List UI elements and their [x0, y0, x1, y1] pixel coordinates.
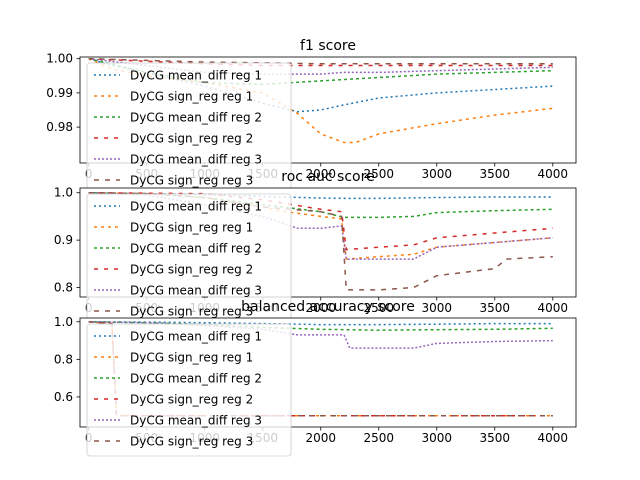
y-tick-label: 1.0	[54, 315, 73, 329]
legend-label: DyCG mean_diff reg 3	[130, 414, 262, 428]
legend-box	[86, 323, 292, 457]
y-tick-label: 0.8	[54, 281, 73, 295]
legend-label: DyCG sign_reg reg 3	[130, 435, 253, 449]
legend-label: DyCG sign_reg reg 1	[130, 90, 253, 104]
chart-title: roc auc score	[281, 169, 374, 185]
legend-label: DyCG mean_diff reg 2	[130, 111, 262, 125]
legend-label: DyCG sign_reg reg 2	[130, 393, 253, 407]
axes-frame	[79, 187, 577, 298]
legend-label: DyCG mean_diff reg 2	[130, 242, 262, 256]
legend-label: DyCG mean_diff reg 1	[130, 200, 262, 214]
subplot-1: 050010001500200025003000350040000.980.99…	[46, 38, 577, 196]
legend-label: DyCG sign_reg reg 3	[130, 305, 253, 319]
x-tick-label: 2000	[305, 167, 336, 181]
axes-frame	[79, 317, 577, 428]
legend-label: DyCG sign_reg reg 1	[130, 351, 253, 365]
subplot-3: 050010001500200025003000350040000.60.81.…	[54, 299, 577, 457]
x-tick-label: 3500	[480, 301, 511, 315]
x-tick-label: 2500	[363, 431, 394, 445]
x-tick-label: 2500	[363, 301, 394, 315]
series-line-1	[88, 321, 553, 326]
y-tick-label: 0.8	[54, 352, 73, 366]
y-tick-label: 0.6	[54, 390, 73, 404]
legend: DyCG mean_diff reg 1 DyCG sign_reg reg 1 D…	[86, 193, 292, 327]
legend-label: DyCG mean_diff reg 2	[130, 372, 262, 386]
x-tick-label: 3000	[421, 167, 452, 181]
series-line-1	[88, 57, 553, 113]
chart-title: f1 score	[300, 38, 356, 54]
chart-title: balanced accuracy score	[241, 299, 415, 315]
x-tick-label: 4000	[538, 301, 569, 315]
x-tick-label: 3000	[421, 431, 452, 445]
legend-label: DyCG sign_reg reg 2	[130, 263, 253, 277]
y-tick-label: 1.0	[54, 186, 73, 200]
x-tick-label: 2000	[305, 431, 336, 445]
series-line-4	[88, 191, 553, 251]
series-line-6	[88, 57, 553, 65]
series-line-3	[88, 321, 553, 331]
y-tick-label: 0.99	[46, 86, 73, 100]
legend-label: DyCG mean_diff reg 1	[130, 330, 262, 344]
x-tick-label: 4000	[538, 167, 569, 181]
x-tick-label: 3500	[480, 167, 511, 181]
x-tick-label: 3000	[421, 301, 452, 315]
x-tick-label: 2000	[305, 301, 336, 315]
legend-label: DyCG mean_diff reg 3	[130, 153, 262, 167]
axes-frame	[79, 56, 577, 164]
series-line-4	[88, 57, 553, 67]
subplot-2: 050010001500200025003000350040000.80.91.…	[54, 169, 577, 327]
x-tick-label: 3500	[480, 431, 511, 445]
x-tick-label: 4000	[538, 431, 569, 445]
legend-label: DyCG sign_reg reg 3	[130, 174, 253, 188]
legend: DyCG mean_diff reg 1 DyCG sign_reg reg 1 D…	[86, 62, 292, 196]
y-tick-label: 1.00	[46, 52, 73, 66]
legend-label: DyCG mean_diff reg 3	[130, 284, 262, 298]
series-line-5	[88, 57, 553, 75]
y-tick-label: 0.98	[46, 120, 73, 134]
legend-label: DyCG sign_reg reg 1	[130, 221, 253, 235]
y-tick-label: 0.9	[54, 233, 73, 247]
x-tick-label: 2500	[363, 167, 394, 181]
legend-label: DyCG mean_diff reg 1	[130, 69, 262, 83]
legend: DyCG mean_diff reg 1 DyCG sign_reg reg 1 D…	[86, 323, 292, 457]
legend-label: DyCG sign_reg reg 2	[130, 132, 253, 146]
